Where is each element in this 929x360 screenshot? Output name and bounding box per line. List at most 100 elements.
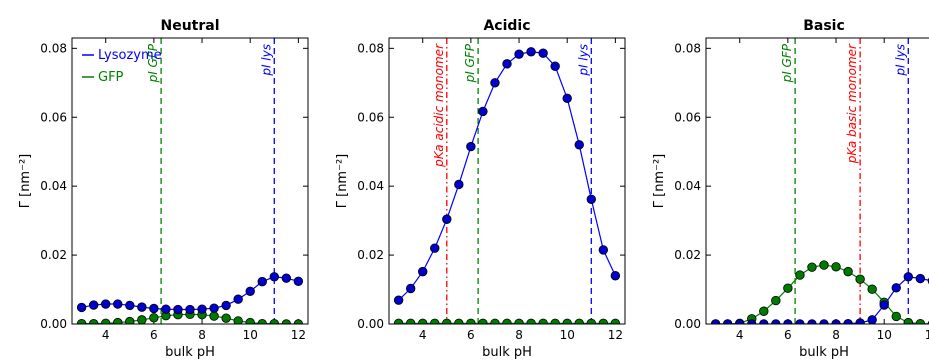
reference-line-label: pI GFP [463,43,477,83]
data-point-lysozyme [855,318,865,324]
y-tick-label: 0.00 [40,317,67,331]
y-tick-label: 0.00 [674,317,701,331]
data-point-lysozyme [293,276,304,286]
x-tick-label: 10 [243,328,258,342]
data-point-lysozyme [149,303,159,314]
panel-neutral: Neutral Γ [nm⁻²] bulk pH 0.00 0.02 0.04 0.06 0.… [18,18,309,360]
data-point-gfp [903,317,913,324]
data-point-lysozyme [879,300,889,310]
y-tick-label: 0.04 [357,179,384,193]
data-point-gfp [430,318,440,324]
data-point-lysozyme [393,295,404,305]
data-point-gfp [490,318,500,324]
legend-label: GFP [98,70,124,85]
data-point-lysozyme [478,106,488,117]
data-point-gfp [807,262,817,272]
y-axis-label: Γ [nm⁻²] [18,154,33,209]
y-tick-label: 0.00 [357,317,384,331]
data-point-lysozyme [795,319,805,324]
data-point-lysozyme [454,179,464,190]
reference-line-label: pI GFP [146,43,160,83]
reference-line-label: pKa basic monomer [845,43,859,164]
data-point-gfp [442,318,452,324]
y-axis-label: Γ [nm⁻²] [335,154,350,209]
data-point-gfp [209,311,219,321]
x-tick-label: 6 [150,328,158,342]
data-point-lysozyme [735,319,745,324]
y-tick-label: 0.04 [674,179,701,193]
data-point-lysozyme [574,140,584,150]
x-tick-label: 10 [560,328,575,342]
panel-title: Acidic [483,18,530,34]
data-point-gfp [610,318,621,324]
data-point-lysozyme [783,319,793,324]
x-tick-label: 12 [925,328,929,342]
data-point-gfp [538,318,548,324]
data-point-lysozyme [221,300,231,311]
data-point-lysozyme [442,214,452,224]
data-point-lysozyme [269,272,279,282]
data-point-lysozyme [903,272,913,282]
data-point-gfp [526,318,536,324]
axes-frame [71,37,309,325]
data-point-gfp [101,318,111,324]
data-point-gfp [795,270,805,280]
data-point-lysozyme [197,304,207,314]
data-point-lysozyme [418,266,428,277]
data-point-gfp [281,319,292,324]
y-tick-label: 0.02 [40,248,67,262]
data-point-lysozyme [562,93,572,104]
data-point-lysozyme [722,319,733,324]
x-tick-label: 4 [102,328,110,342]
y-tick-label: 0.08 [674,41,701,55]
data-point-gfp [233,316,243,324]
data-point-lysozyme [831,319,841,324]
x-tick-label: 6 [467,328,475,342]
data-point-gfp [586,318,596,324]
data-point-lysozyme [113,299,123,309]
x-tick-label: 8 [832,328,840,342]
data-point-gfp [478,318,488,324]
data-point-gfp [550,318,560,324]
x-tick-label: 10 [877,328,892,342]
data-point-gfp [783,283,793,293]
axes-frame [388,37,626,325]
y-tick-label: 0.08 [40,41,67,55]
x-tick-label: 4 [419,328,427,342]
data-point-lysozyme [137,302,147,312]
data-point-gfp [598,318,609,324]
data-point-lysozyme [586,194,596,204]
data-point-lysozyme [185,304,195,315]
y-axis-label: Γ [nm⁻²] [652,154,667,209]
data-point-lysozyme [101,299,111,309]
data-point-lysozyme [245,286,255,296]
data-point-lysozyme [514,49,524,59]
y-tick-label: 0.02 [674,248,701,262]
data-point-gfp [454,318,464,324]
data-point-gfp [562,318,572,324]
data-point-lysozyme [819,319,829,324]
x-tick-label: 4 [736,328,744,342]
data-point-gfp [466,318,476,324]
legend: Lysozyme GFP [82,48,162,85]
data-point-lysozyme [88,300,99,310]
data-point-lysozyme [598,245,609,255]
panel-acidic: Acidic Γ [nm⁻²] bulk pH 0.00 0.02 0.04 0.06 0.0… [335,18,626,360]
data-point-lysozyme [502,59,512,69]
data-point-lysozyme [526,47,536,57]
data-point-gfp [819,260,829,270]
data-point-gfp [137,315,147,324]
data-point-lysozyme [550,61,560,71]
data-point-lysozyme [233,294,243,304]
x-tick-label: 6 [784,328,792,342]
x-axis-label: bulk pH [799,345,849,360]
data-point-gfp [514,318,524,324]
data-point-lysozyme [281,273,292,283]
data-point-lysozyme [867,315,877,324]
data-point-lysozyme [771,319,781,324]
data-point-lysozyme [173,304,183,315]
data-point-gfp [867,284,877,294]
x-tick-label: 12 [608,328,623,342]
data-point-lysozyme [710,319,721,324]
